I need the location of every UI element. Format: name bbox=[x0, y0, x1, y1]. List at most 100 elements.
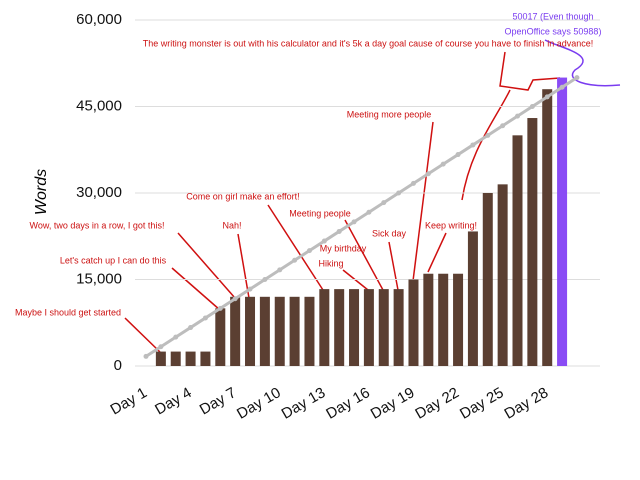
goal-point bbox=[410, 180, 416, 186]
x-tick-label: Day 19 bbox=[368, 384, 418, 422]
bar bbox=[393, 289, 404, 366]
bar bbox=[289, 296, 300, 366]
goal-point bbox=[351, 219, 357, 225]
annotation: Come on girl make an effort! bbox=[186, 191, 299, 201]
annotation: Keep writing! bbox=[425, 220, 477, 230]
goal-point bbox=[292, 257, 298, 263]
x-tick-label: Day 16 bbox=[323, 384, 373, 422]
bar bbox=[542, 89, 553, 366]
bar bbox=[349, 289, 360, 366]
y-tick-label: 15,000 bbox=[76, 270, 122, 287]
annotation: My birthday bbox=[320, 243, 367, 253]
goal-point bbox=[529, 104, 535, 109]
annotation: Meeting more people bbox=[347, 109, 432, 119]
bar bbox=[274, 296, 285, 366]
goal-point bbox=[574, 75, 580, 81]
bar bbox=[527, 118, 538, 367]
annotation: The writing monster is out with his calc… bbox=[143, 38, 593, 48]
goal-point bbox=[262, 277, 268, 282]
pointer bbox=[177, 232, 236, 299]
bar bbox=[215, 308, 226, 366]
bar bbox=[497, 184, 508, 366]
goal-point bbox=[440, 161, 446, 167]
bar bbox=[557, 77, 568, 366]
goal-point bbox=[202, 315, 208, 321]
x-tick-label: Day 22 bbox=[412, 384, 462, 422]
annotation: Meeting people bbox=[289, 208, 351, 218]
bar bbox=[170, 351, 181, 366]
goal-point bbox=[485, 132, 491, 138]
goal-point bbox=[366, 209, 372, 215]
bar bbox=[378, 289, 389, 366]
goal-point bbox=[336, 228, 342, 234]
goal-point bbox=[559, 84, 565, 90]
goal-line bbox=[145, 76, 578, 358]
goal-point bbox=[158, 344, 164, 350]
y-axis-title: Words bbox=[33, 169, 50, 215]
pointer bbox=[427, 232, 447, 273]
goal-point bbox=[515, 113, 520, 119]
goal-point bbox=[143, 353, 149, 359]
bar bbox=[200, 351, 211, 366]
bar bbox=[155, 351, 166, 366]
y-tick-label: 60,000 bbox=[76, 11, 122, 28]
annotation: Wow, two days in a row, I got this! bbox=[30, 220, 165, 230]
annotation: OpenOffice says 50988) bbox=[505, 26, 602, 36]
pointer bbox=[544, 39, 621, 87]
x-tick-label: Day 4 bbox=[152, 384, 194, 418]
goal-point bbox=[321, 238, 327, 244]
goal-point bbox=[544, 94, 550, 100]
goal-point bbox=[470, 142, 476, 148]
bar bbox=[259, 296, 270, 366]
goal-point bbox=[247, 286, 253, 292]
bar bbox=[363, 289, 374, 366]
annotation: 50017 (Even though bbox=[512, 11, 593, 21]
x-tick-label: Day 25 bbox=[457, 384, 507, 422]
bar bbox=[482, 193, 493, 366]
bar bbox=[304, 296, 315, 366]
annotation: Hiking bbox=[318, 258, 343, 268]
pointer bbox=[171, 267, 221, 311]
pointer bbox=[344, 219, 384, 291]
goal-point bbox=[232, 296, 238, 302]
goal-point bbox=[500, 123, 506, 129]
bar bbox=[230, 296, 241, 366]
pointer bbox=[388, 241, 399, 291]
goal-point bbox=[217, 305, 223, 311]
x-tick-label: Day 10 bbox=[234, 384, 284, 422]
x-tick-label: Day 13 bbox=[279, 384, 329, 422]
goal-point bbox=[381, 200, 387, 206]
annotation: Nah! bbox=[222, 220, 241, 230]
goal-point bbox=[306, 248, 312, 254]
pointer bbox=[124, 317, 161, 353]
bar bbox=[334, 289, 345, 366]
pointer bbox=[412, 121, 434, 282]
y-tick-label: 30,000 bbox=[76, 184, 122, 201]
x-tick-label: Day 7 bbox=[197, 384, 239, 418]
pointer bbox=[237, 233, 250, 299]
bar bbox=[467, 231, 478, 366]
pointer bbox=[267, 204, 324, 291]
bar bbox=[185, 351, 196, 366]
goal-point bbox=[188, 325, 194, 331]
annotation: Sick day bbox=[372, 228, 407, 238]
x-tick-label: Day 1 bbox=[108, 384, 150, 418]
bar bbox=[408, 279, 419, 366]
annotation-lines bbox=[124, 39, 621, 353]
bar bbox=[423, 273, 434, 366]
y-tick-label: 0 bbox=[114, 357, 122, 374]
goal-point bbox=[173, 334, 179, 340]
bar bbox=[245, 296, 256, 366]
goal-point bbox=[277, 267, 283, 273]
bar bbox=[319, 289, 330, 366]
y-tick-label: 45,000 bbox=[76, 97, 122, 114]
annotation: Maybe I should get started bbox=[15, 307, 121, 317]
annotation: Let's catch up I can do this bbox=[60, 255, 167, 265]
bar bbox=[512, 135, 523, 366]
bar bbox=[438, 273, 449, 366]
bar bbox=[453, 273, 464, 366]
x-tick-label: Day 28 bbox=[502, 384, 552, 422]
goal-point bbox=[425, 171, 431, 177]
goal-point bbox=[455, 152, 461, 158]
